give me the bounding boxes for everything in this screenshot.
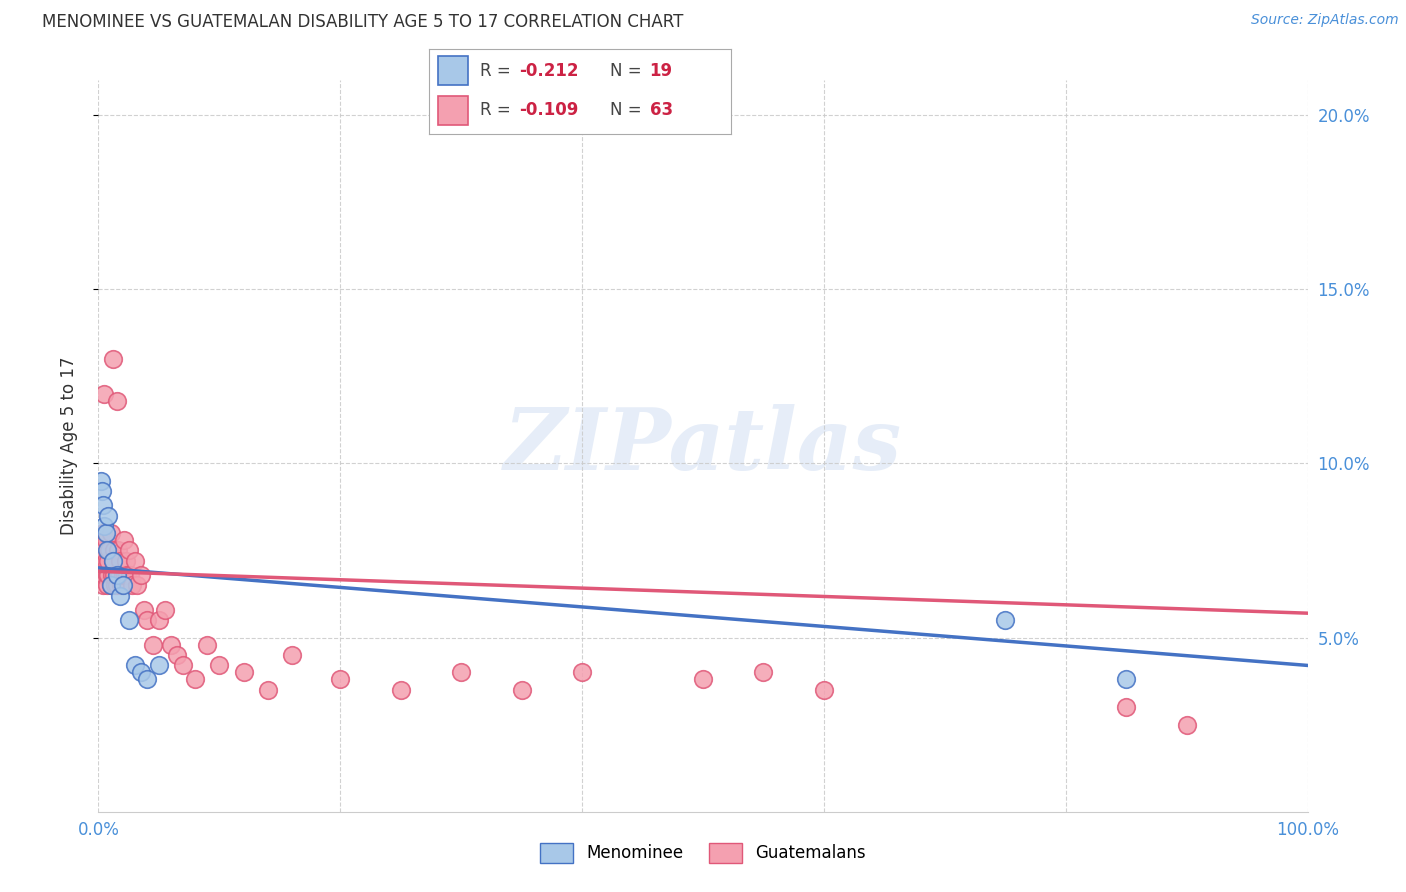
Point (994, 613, 1017, 627)
Point (100, 526, 122, 541)
Point (112, 533, 135, 547)
Point (101, 554, 124, 568)
Point (121, 578, 143, 592)
Point (94, 533, 117, 547)
Point (98, 543, 121, 558)
Point (105, 393, 128, 408)
Point (108, 567, 131, 582)
Point (692, 673, 714, 687)
Legend: Menominee, Guatemalans: Menominee, Guatemalans (533, 837, 873, 869)
Point (1115, 700, 1137, 714)
Point (91, 543, 114, 558)
Point (90, 474, 112, 488)
Point (281, 648, 304, 662)
Point (118, 613, 141, 627)
Point (450, 665, 472, 680)
Text: Source: ZipAtlas.com: Source: ZipAtlas.com (1251, 13, 1399, 28)
Point (100, 578, 122, 592)
Point (100, 578, 122, 592)
Point (129, 567, 152, 582)
Y-axis label: Disability Age 5 to 17: Disability Age 5 to 17 (59, 357, 77, 535)
Point (148, 613, 170, 627)
Point (96, 578, 118, 592)
Point (129, 665, 152, 680)
Text: -0.109: -0.109 (520, 102, 579, 120)
Point (91, 567, 114, 582)
Text: N =: N = (610, 62, 647, 79)
Text: 19: 19 (650, 62, 672, 79)
Point (148, 658, 170, 673)
Point (90, 554, 112, 568)
Point (571, 665, 593, 680)
Point (160, 638, 183, 652)
Point (115, 554, 138, 568)
Point (752, 665, 775, 680)
Point (97, 508, 120, 523)
Point (153, 603, 176, 617)
Point (510, 682, 533, 697)
Point (166, 648, 188, 662)
Point (813, 682, 835, 697)
Point (105, 567, 128, 582)
Point (135, 673, 157, 687)
Point (256, 682, 278, 697)
Point (135, 613, 157, 627)
Point (118, 567, 141, 582)
Text: ZIPatlas: ZIPatlas (503, 404, 903, 488)
Point (97, 567, 120, 582)
Point (91, 484, 114, 499)
Text: N =: N = (610, 102, 647, 120)
Point (97, 554, 120, 568)
Point (93, 567, 115, 582)
Point (329, 673, 352, 687)
Point (195, 638, 218, 652)
Point (94, 554, 117, 568)
Point (124, 554, 146, 568)
Point (114, 567, 136, 582)
Point (91, 526, 114, 541)
Point (105, 578, 128, 592)
Point (108, 589, 131, 603)
Point (389, 682, 412, 697)
Point (1175, 717, 1198, 731)
Point (91, 498, 114, 512)
Point (142, 638, 165, 652)
Point (127, 578, 149, 592)
Point (104, 578, 127, 592)
Point (111, 578, 134, 592)
Text: R =: R = (481, 62, 516, 79)
Point (100, 567, 122, 582)
Point (108, 554, 131, 568)
Text: MENOMINEE VS GUATEMALAN DISABILITY AGE 5 TO 17 CORRELATION CHART: MENOMINEE VS GUATEMALAN DISABILITY AGE 5… (42, 13, 683, 31)
Point (111, 567, 134, 582)
Point (107, 543, 129, 558)
Point (101, 351, 124, 366)
Bar (437, 56, 468, 86)
Point (96, 567, 118, 582)
Point (208, 658, 231, 673)
Point (94, 526, 117, 541)
Point (124, 658, 146, 673)
Point (134, 603, 156, 617)
Point (101, 554, 124, 568)
Text: 63: 63 (650, 102, 672, 120)
Text: R =: R = (481, 102, 516, 120)
Point (103, 543, 125, 558)
Point (96, 543, 118, 558)
Point (93, 519, 115, 533)
Point (172, 658, 194, 673)
Point (117, 567, 139, 582)
Point (110, 578, 132, 592)
Bar (437, 95, 468, 126)
Point (232, 665, 254, 680)
Point (184, 673, 207, 687)
Point (91, 578, 114, 592)
Point (118, 543, 141, 558)
Text: -0.212: -0.212 (520, 62, 579, 79)
Point (1115, 673, 1137, 687)
Point (103, 567, 125, 582)
Point (93, 386, 115, 401)
